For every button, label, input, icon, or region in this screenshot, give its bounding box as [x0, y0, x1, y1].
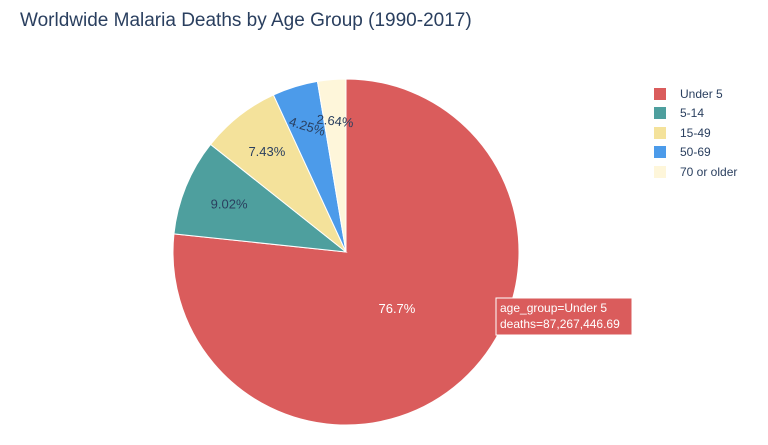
tooltip-box	[495, 297, 633, 336]
pie-slices	[172, 78, 520, 426]
pie-slice-70-or-older[interactable]	[316, 78, 347, 253]
legend-label: 50-69	[680, 145, 711, 160]
legend-swatch	[654, 165, 666, 178]
legend-label: 70 or older	[680, 164, 738, 179]
legend-swatch	[654, 87, 666, 100]
legend-label: Under 5	[680, 86, 723, 101]
legend-swatch	[654, 126, 666, 139]
tooltip-line-deaths: deaths=87,267,446.69	[500, 317, 620, 331]
slice-label-70-or-older: 2.64%	[316, 112, 355, 131]
legend-item-15-49[interactable]: 15-49	[654, 123, 737, 143]
slice-label-15-49: 7.43%	[248, 144, 285, 159]
legend-item-50-69[interactable]: 50-69	[654, 143, 737, 163]
hover-tooltip: age_group=Under 5 deaths=87,267,446.69	[490, 297, 633, 336]
legend-label: 5-14	[680, 106, 705, 121]
tooltip-line-age-group: age_group=Under 5	[500, 301, 607, 315]
pie-slice-5-14[interactable]	[173, 143, 348, 253]
slice-label-5-14: 9.02%	[211, 197, 248, 212]
legend-item-5-14[interactable]: 5-14	[654, 104, 737, 124]
tooltip-pointer	[490, 311, 497, 321]
legend-item-under-5[interactable]: Under 5	[654, 84, 737, 104]
pie-slice-labels: 76.7%9.02%7.43%4.25%2.64%	[211, 112, 416, 316]
slice-label-under-5: 76.7%	[378, 301, 415, 316]
chart-title: Worldwide Malaria Deaths by Age Group (1…	[20, 10, 472, 31]
legend-item-70-or-older[interactable]: 70 or older	[654, 162, 737, 182]
legend-label: 15-49	[680, 125, 711, 140]
chart-legend: Under 5 5-14 15-49 50-69 70 or older	[654, 84, 737, 182]
legend-swatch	[654, 107, 666, 120]
legend-swatch	[654, 146, 666, 159]
